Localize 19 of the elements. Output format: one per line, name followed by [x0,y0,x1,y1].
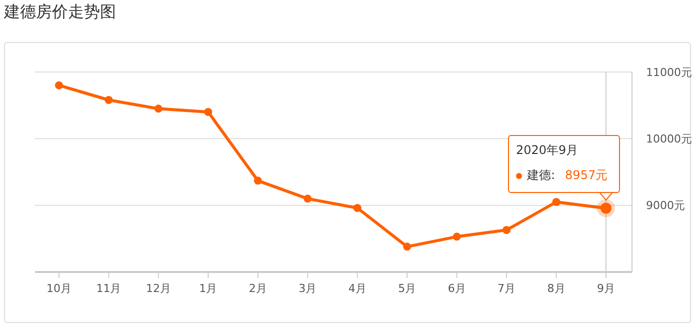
x-tick-label: 8月 [547,282,566,295]
x-tick-label: 10月 [46,282,72,295]
x-tick-label: 12月 [146,282,171,295]
chart-title: 建德房价走势图 [4,2,116,23]
annotation: 2020年9月 [516,142,580,160]
y-tick-label: 11000元 [646,66,692,79]
data-label: 8957元 [565,167,608,184]
x-tick-label: 3月 [298,282,317,295]
x-tick-label: 4月 [348,282,366,295]
x-tick-label: 6月 [448,282,466,295]
x-tick-label: 11月 [96,282,122,295]
x-tick-label: 2月 [248,282,267,295]
x-tick-label: 5月 [398,282,416,295]
x-tick-label: 9月 [597,282,615,295]
y-tick-label: 9000元 [646,199,685,212]
y-tick-label: 10000元 [646,132,692,146]
x-tick-label: 1月 [199,282,218,295]
legend-label: 建德: [527,167,556,184]
x-tick-label: 7月 [498,282,516,295]
